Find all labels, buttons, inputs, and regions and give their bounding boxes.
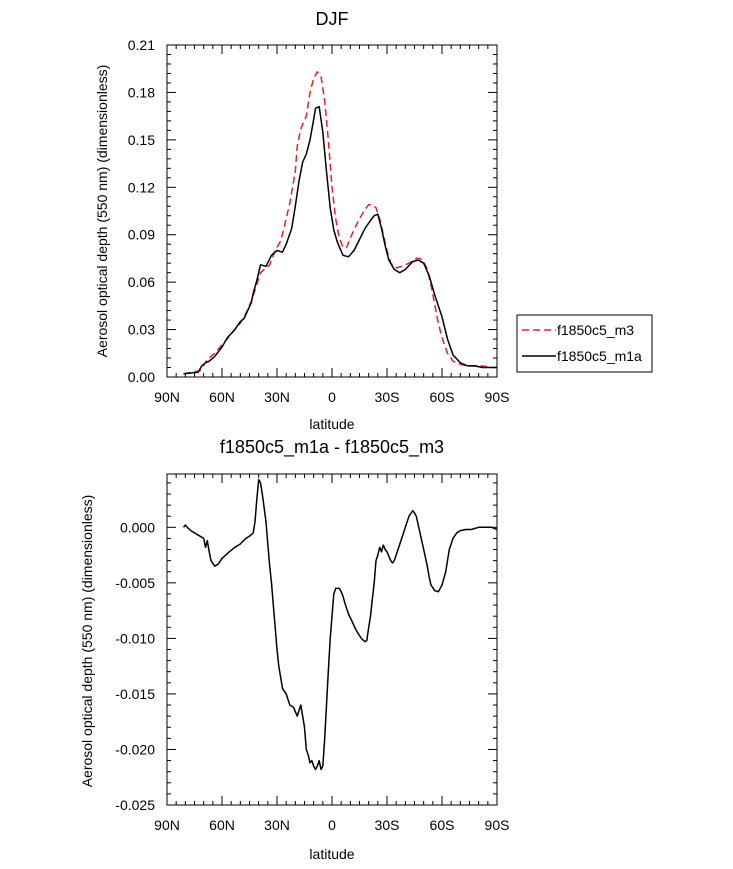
x-tick-label: 60N — [209, 389, 235, 405]
top-chart-y-axis-label: Aerosol optical depth (550 nm) (dimensio… — [94, 65, 110, 358]
x-tick-label: 0 — [328, 389, 336, 405]
x-tick-label: 30S — [375, 389, 400, 405]
x-tick-label: 90S — [485, 389, 510, 405]
y-tick-label: 0.06 — [128, 274, 155, 290]
y-tick-label: -0.020 — [115, 741, 155, 757]
y-tick-label: -0.025 — [115, 797, 155, 813]
top-chart-legend: f1850c5_m3 f1850c5_m1a — [516, 314, 653, 373]
series-line-diff-0 — [182, 478, 498, 771]
x-tick-label: 90N — [154, 817, 180, 833]
top-chart-title: DJF — [316, 9, 349, 29]
bottom-chart: f1850c5_m1a - f1850c5_m3 Aerosol optical… — [79, 437, 509, 862]
x-tick-label: 90N — [154, 389, 180, 405]
x-tick-label: 60N — [209, 817, 235, 833]
x-tick-label: 90S — [485, 817, 510, 833]
x-tick-label: 30S — [375, 817, 400, 833]
top-chart-x-axis-label: latitude — [309, 416, 354, 432]
y-tick-label: 0.21 — [128, 37, 155, 53]
series-line-f1850c5_m1a — [183, 105, 497, 375]
y-tick-label: 0.15 — [128, 132, 155, 148]
plot-frame — [166, 44, 498, 378]
y-tick-label: 0.00 — [128, 369, 155, 385]
x-tick-label: 30N — [264, 389, 290, 405]
x-tick-label: 60S — [430, 389, 455, 405]
y-tick-label: -0.005 — [115, 575, 155, 591]
series-line-f1850c5_m3 — [183, 71, 497, 375]
bottom-chart-plot-area: 90N 60N 30N 0 30S 60S 90S 0.000 -0.005 -0.010 -0.0… — [115, 473, 510, 833]
top-chart: DJF Aerosol optical depth (550 nm) (dime… — [94, 9, 653, 432]
x-tick-label: 30N — [264, 817, 290, 833]
bottom-chart-x-axis-label: latitude — [309, 846, 354, 862]
legend-box — [516, 314, 653, 373]
y-tick-label: -0.015 — [115, 686, 155, 702]
y-tick-label: 0.09 — [128, 227, 155, 243]
y-tick-label: 0.12 — [128, 179, 155, 195]
y-tick-label: 0.18 — [128, 84, 155, 100]
x-tick-label: 60S — [430, 817, 455, 833]
legend-label-f1850c5_m3: f1850c5_m3 — [557, 322, 634, 338]
x-tick-label: 0 — [328, 817, 336, 833]
plot-frame — [166, 473, 498, 806]
legend-label-f1850c5_m1a: f1850c5_m1a — [557, 348, 642, 364]
y-tick-label: 0.000 — [120, 519, 155, 535]
bottom-chart-y-axis-label: Aerosol optical depth (550 nm) (dimensio… — [79, 495, 95, 788]
bottom-chart-title: f1850c5_m1a - f1850c5_m3 — [220, 437, 444, 458]
y-tick-label: -0.010 — [115, 630, 155, 646]
top-chart-plot-area: 90N 60N 30N 0 30S 60S 90S 0.00 0.03 0.06 0.09 0.12 0… — [128, 37, 510, 405]
y-tick-label: 0.03 — [128, 322, 155, 338]
